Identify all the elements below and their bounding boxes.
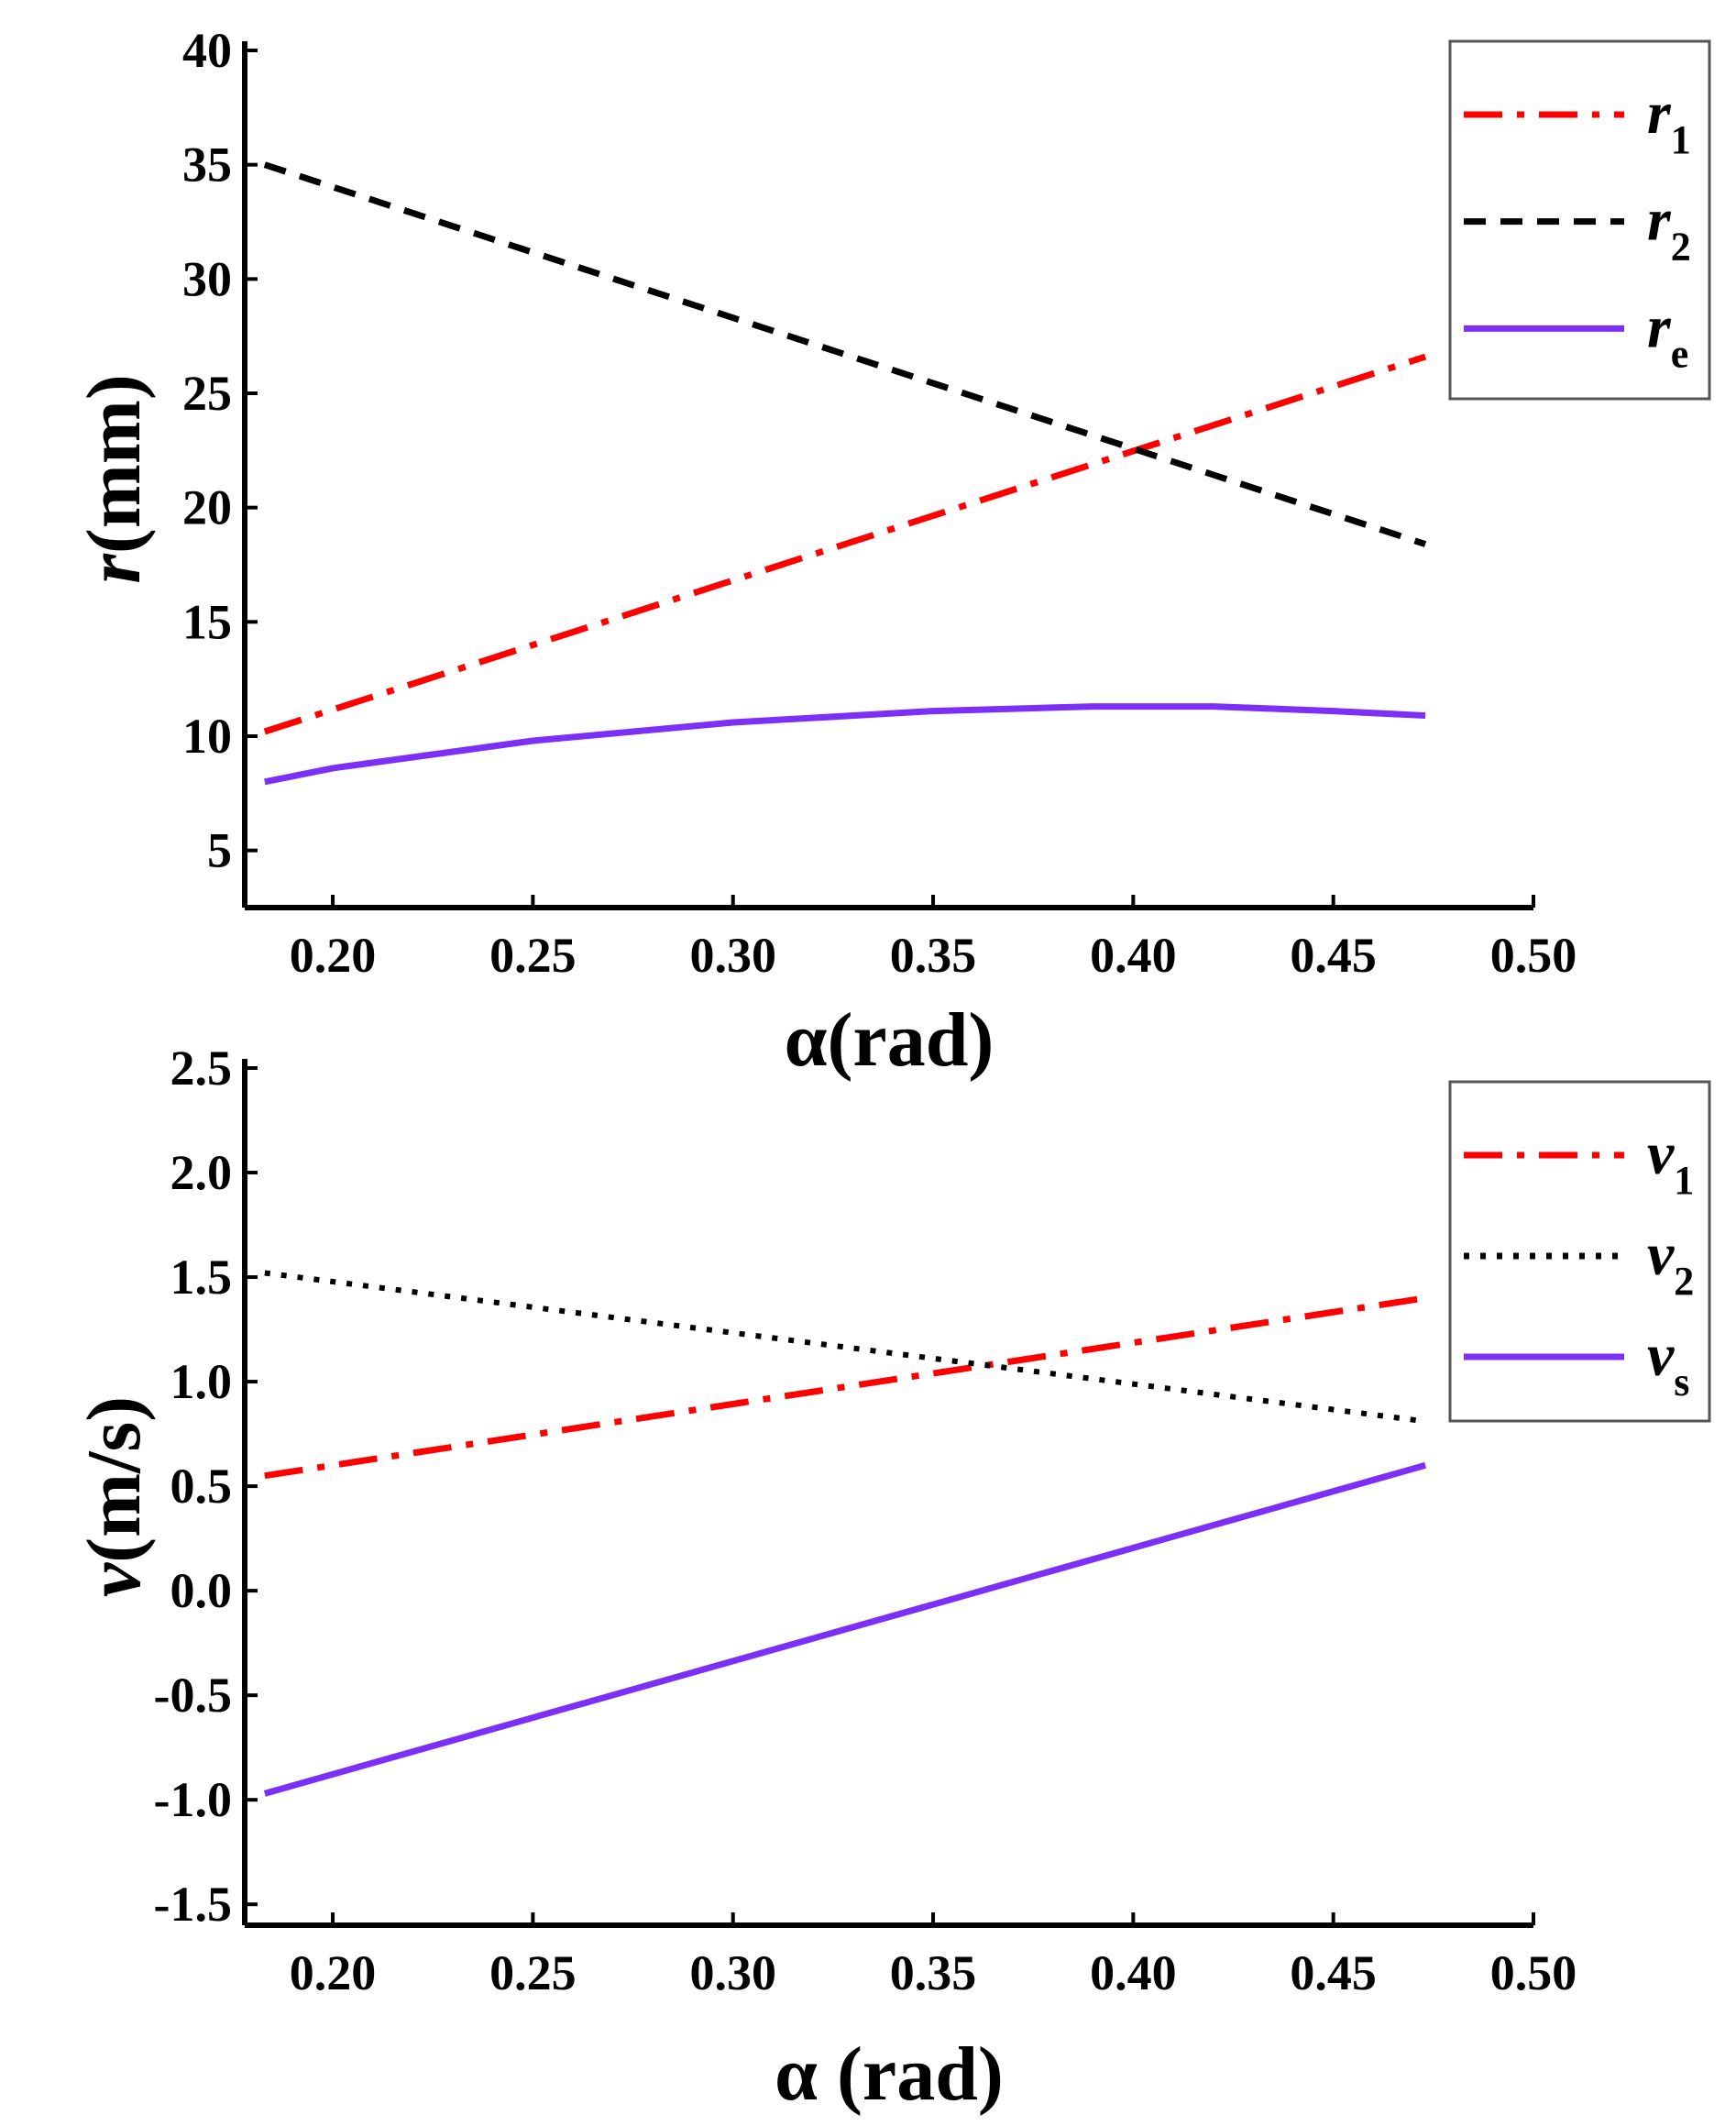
x-tick-label: 0.40 [1090,928,1177,983]
y-axis-label-symbol: r [71,553,157,584]
x-tick-label: 0.35 [890,928,977,983]
x-tick-label: 0.25 [489,1945,577,2000]
legend-label-subscript: s [1674,1360,1689,1404]
legend-label-r2: r2 [1647,187,1691,270]
y-tick-label: 0.5 [170,1459,233,1514]
legend-label-re: re [1647,293,1688,376]
legend-label-vs: vs [1647,1322,1689,1404]
series-line-r2 [263,161,1427,547]
series-line-re [264,703,1426,786]
x-tick-label: 0.20 [290,928,377,983]
series-line-v2 [264,1270,1426,1425]
legend-label-subscript: e [1671,331,1689,376]
y-axis-label-unit: (mm) [71,374,157,554]
y-tick-label: 25 [182,366,232,421]
y-tick-label: -0.5 [154,1668,232,1723]
x-tick-label: 0.30 [689,928,776,983]
legend-label-v1: v1 [1647,1120,1694,1203]
series-line-r1 [263,353,1427,735]
legend-label-subscript: 2 [1674,1259,1694,1304]
y-tick-label: 40 [182,23,232,78]
legend-label-main: r [1647,293,1672,360]
x-tick-label: 0.20 [290,1945,377,2000]
x-axis-label: α (rad) [775,2032,1004,2117]
y-tick-label: 0.0 [170,1563,233,1618]
y-axis-label: r(mm) [71,374,157,584]
legend-label-main: v [1647,1322,1675,1389]
x-tick-label: 0.50 [1490,928,1577,983]
y-tick-label: 2.5 [170,1041,233,1096]
legend-box [1448,1080,1711,1423]
x-tick-label: 0.35 [890,1945,977,2000]
legend-label-subscript: 2 [1671,225,1691,270]
legend-label-main: v [1647,1120,1675,1187]
x-tick-label: 0.50 [1490,1945,1577,2000]
y-tick-label: 30 [182,251,232,306]
y-tick-label: 15 [182,594,232,649]
legend-label-main: r [1647,187,1672,254]
y-tick-label: -1.5 [154,1877,232,1932]
legend-label-subscript: 1 [1674,1158,1694,1203]
legend-label-r1: r1 [1647,80,1691,162]
y-axis-label-unit: (m/s) [71,1396,157,1563]
x-axis-label: α(rad) [785,997,994,1083]
x-tick-label: 0.25 [489,928,577,983]
series-line-vs [263,1461,1427,1797]
y-tick-label: 2.0 [170,1145,233,1200]
legend-label-v2: v2 [1647,1221,1694,1304]
y-tick-label: 20 [182,480,232,535]
legend-label-subscript: 1 [1671,117,1691,162]
chart-panel-2: 0.20 0.25 0.30 0.35 0.40 0.45 0.50 -1.5 -1.0 -0.5… [71,1041,1711,2117]
y-axis-label: v(m/s) [71,1396,157,1597]
legend-label-main: r [1647,80,1672,147]
y-axis-label-symbol: v [71,1561,157,1597]
y-tick-label: 1.5 [170,1250,233,1305]
legend-label-main: v [1647,1221,1675,1288]
y-tick-label: 5 [207,823,232,878]
chart-panel-1: 0.20 0.25 0.30 0.35 0.40 0.45 0.50 5 10 15 20 25 30 3… [71,23,1711,1083]
y-tick-label: 10 [182,709,232,764]
x-tick-label: 0.40 [1090,1945,1177,2000]
y-tick-label: 35 [182,138,232,193]
y-tick-label: -1.0 [154,1772,232,1827]
y-tick-label: 1.0 [170,1354,233,1409]
x-tick-label: 0.45 [1290,928,1377,983]
x-tick-label: 0.45 [1290,1945,1377,2000]
series-line-v1 [264,1294,1426,1480]
x-tick-label: 0.30 [689,1945,776,2000]
